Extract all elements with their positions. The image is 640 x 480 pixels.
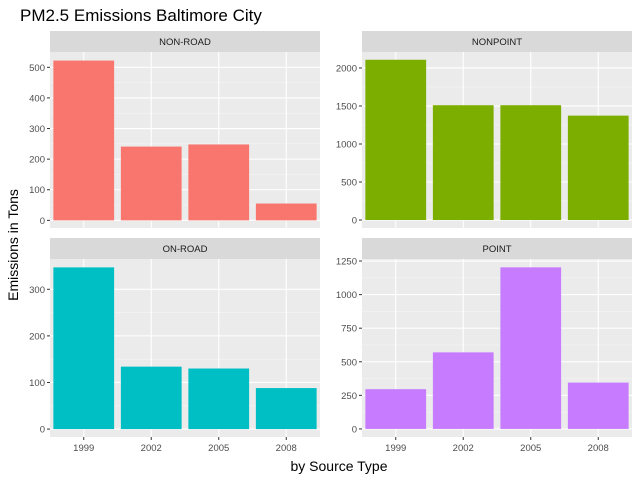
facet-strip-label: POINT (482, 244, 511, 255)
facet-strip (50, 31, 320, 52)
y-tick-label: 1500 (336, 101, 357, 112)
chart-title: PM2.5 Emissions Baltimore City (20, 6, 262, 25)
bar-on-road-2002 (120, 366, 182, 430)
facet-strip-label: NONPOINT (472, 37, 522, 48)
x-tick-label: 2005 (208, 443, 229, 454)
x-tick-label: 2008 (588, 443, 609, 454)
facet-strip (362, 238, 632, 259)
y-tick-label: 200 (29, 331, 45, 342)
bar-non-road-2005 (188, 144, 250, 221)
y-tick-label: 300 (29, 124, 45, 135)
facet-point: POINT 0 250 500 750 1000 1250 1999 2002 2005 2008 (336, 238, 632, 454)
bar-point-2005 (500, 267, 562, 429)
facet-panels: NON-ROAD0100200300400500NONPOINT05001000… (29, 31, 632, 454)
y-tick-label: 100 (29, 185, 45, 196)
y-tick-label: 200 (29, 155, 45, 166)
y-tick-label: 1250 (336, 257, 357, 268)
y-tick-label: 500 (341, 357, 357, 368)
y-tick-label: 2000 (336, 63, 357, 74)
x-tick-label: 2002 (141, 443, 162, 454)
y-tick-label: 750 (341, 324, 357, 335)
bar-on-road-1999 (53, 267, 115, 430)
facet-strip (50, 238, 320, 259)
y-tick-label: 0 (352, 424, 357, 435)
bar-point-2008 (567, 382, 629, 429)
x-axis-title: by Source Type (290, 458, 387, 474)
y-axis-title: Emissions in Tons (5, 189, 21, 301)
y-tick-label: 500 (29, 63, 45, 74)
y-tick-label: 400 (29, 93, 45, 104)
x-tick-label: 2008 (276, 443, 297, 454)
x-tick-label: 1999 (385, 443, 406, 454)
y-tick-label: 0 (40, 216, 45, 227)
bar-nonpoint-2005 (500, 105, 562, 221)
facet-on-road: ON-ROAD 0 100 200 300 1999 2002 2005 2008 (29, 238, 320, 454)
y-tick-label: 1000 (336, 139, 357, 150)
y-tick-label: 1000 (336, 290, 357, 301)
facet-strip (362, 31, 632, 52)
facet-non-road: NON-ROAD 0 100 200 300 400 500 (29, 31, 320, 228)
bar-on-road-2008 (255, 388, 317, 430)
bar-nonpoint-1999 (365, 59, 427, 221)
y-tick-label: 0 (40, 425, 45, 436)
y-tick-label: 250 (341, 391, 357, 402)
bar-non-road-2008 (255, 203, 317, 221)
x-tick-label: 2002 (453, 443, 474, 454)
y-tick-label: 100 (29, 378, 45, 389)
facet-nonpoint: NONPOINT 0 500 1000 1500 2000 (336, 31, 632, 228)
y-tick-label: 300 (29, 285, 45, 296)
y-tick-label: 500 (341, 178, 357, 189)
facet-strip-label: NON-ROAD (159, 37, 211, 48)
bar-nonpoint-2002 (432, 105, 494, 221)
y-tick-label: 0 (352, 216, 357, 227)
x-tick-label: 1999 (73, 443, 94, 454)
bar-point-2002 (432, 352, 494, 429)
bar-on-road-2005 (188, 368, 250, 430)
bar-point-1999 (365, 389, 427, 429)
facet-strip-label: ON-ROAD (163, 244, 208, 255)
bar-nonpoint-2008 (567, 115, 629, 221)
bar-non-road-1999 (53, 60, 115, 221)
bar-non-road-2002 (120, 146, 182, 221)
x-tick-label: 2005 (520, 443, 541, 454)
